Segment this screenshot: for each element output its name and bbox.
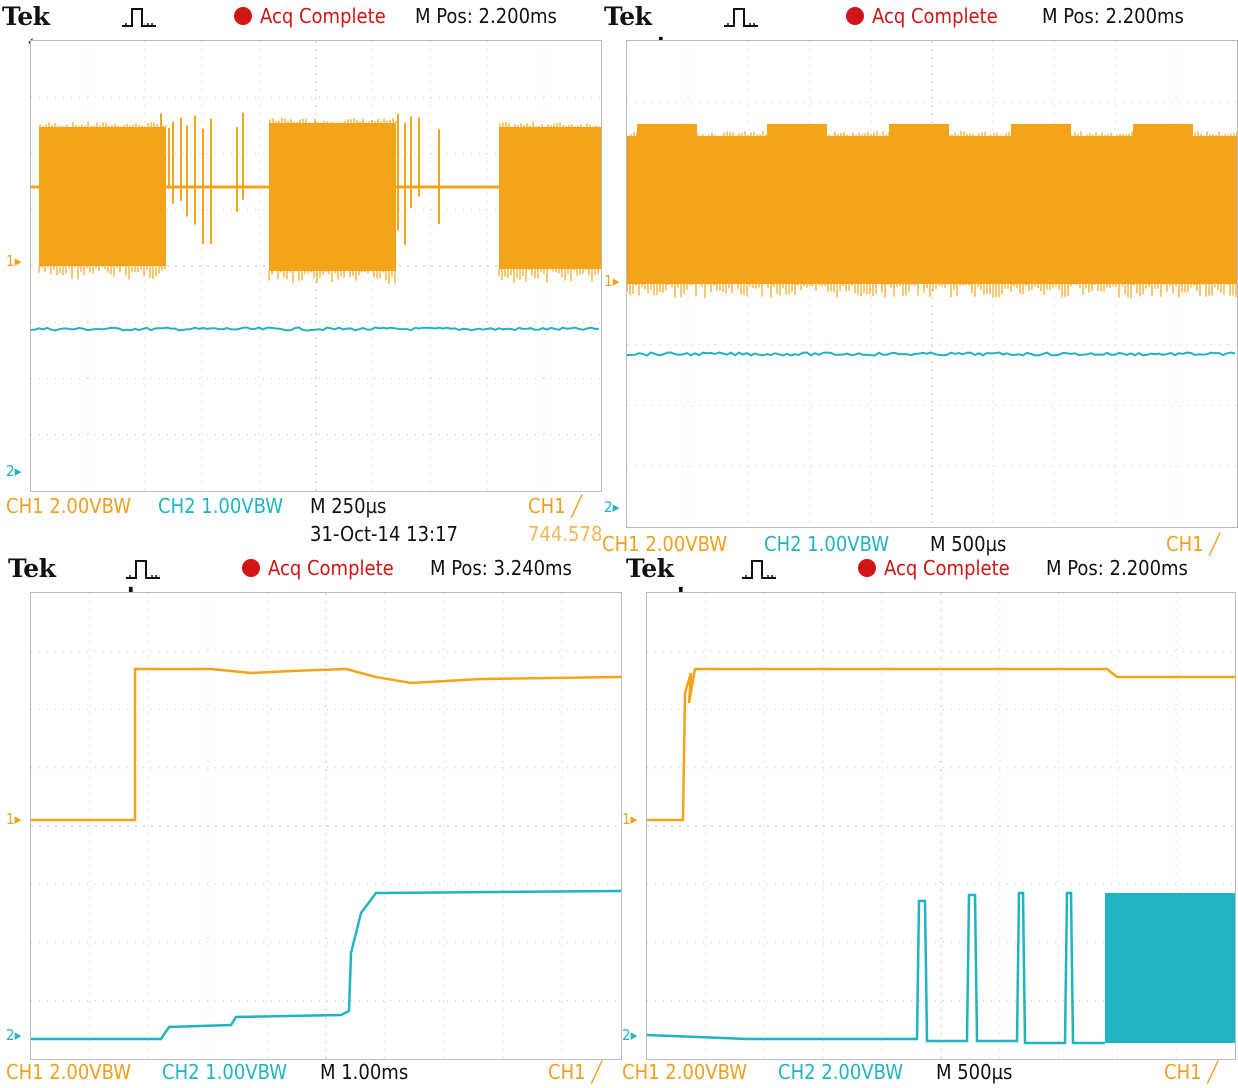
tek-logo: Tek — [626, 554, 674, 583]
ch2-trace — [627, 351, 1236, 357]
acq-dot-icon — [242, 559, 260, 577]
ch1-burst-spikes — [38, 122, 167, 280]
ch2-trace — [647, 891, 1105, 1045]
ch2-scale-wrap: CH2 1.00VBW — [162, 1060, 287, 1084]
ch1-burst-top — [1011, 124, 1071, 138]
scope-panel-top-right: Tek Acq Complete M Pos: 2.200ms ⬇ 1▸ 2▸ … — [600, 0, 1238, 560]
ch1-burst — [269, 123, 396, 271]
trigger-wrap: CH1 ╱ — [1166, 532, 1220, 556]
tek-logo: Tek — [604, 2, 652, 31]
ch1-burst-top — [637, 124, 697, 138]
freq-wrap: 744.578 — [528, 522, 602, 546]
acq-status: Acq Complete — [234, 4, 386, 28]
ch1-ground-marker: 1▸ — [604, 272, 620, 290]
acq-status: Acq Complete — [846, 4, 998, 28]
ch2-scale-wrap: CH2 1.00VBW — [764, 532, 889, 556]
timebase: M 500µs — [930, 532, 1007, 556]
timebase-wrap: M 500µs — [930, 532, 1006, 556]
scope-panel-bottom-left: Tek Acq Complete M Pos: 3.240ms ⬇ 1▸ 2▸ … — [0, 552, 622, 1088]
m-pos: M Pos: 2.200ms — [1046, 556, 1188, 580]
ch1-scale: CH1 2.00VBW — [6, 494, 132, 518]
ch1-scale-wrap: CH1 2.00VBW — [6, 1060, 131, 1084]
ch1-burst-spikes — [268, 118, 397, 284]
scope-grid — [626, 40, 1238, 528]
ch2-ground-marker: 2▸ — [6, 462, 22, 480]
trigger-frequency: 744.578 — [528, 522, 603, 546]
pulse-trigger-icon — [126, 560, 160, 579]
ch1-burst-top — [767, 124, 827, 138]
ch2-scale: CH2 1.00VBW — [162, 1060, 288, 1084]
scope-grid — [30, 592, 622, 1060]
datetime: 31-Oct-14 13:17 — [310, 522, 458, 546]
acq-status: Acq Complete — [858, 556, 1010, 580]
trigger-wrap: CH1 ╱ — [1164, 1060, 1218, 1084]
ch1-burst — [39, 127, 166, 266]
timebase-wrap: M 500µs — [936, 1060, 1012, 1084]
ch1-trace — [647, 667, 1235, 822]
timebase: M 250µs — [310, 494, 387, 518]
trigger-wrap: CH1 ╱ — [528, 494, 582, 518]
ch1-trace — [31, 667, 621, 822]
ch2-scale: CH2 2.00VBW — [778, 1060, 904, 1084]
trigger-source: CH1 ╱ — [548, 1060, 603, 1084]
scope-header: Tek Acq Complete M Pos: 2.200ms — [620, 552, 1238, 586]
waveform-display — [647, 593, 1235, 1059]
ch2-scale: CH2 1.00VBW — [158, 494, 284, 518]
timebase-wrap: M 1.00ms — [320, 1060, 408, 1084]
m-pos: M Pos: 2.200ms — [1042, 4, 1184, 28]
pulse-trigger-icon — [724, 8, 758, 27]
acq-status: Acq Complete — [242, 556, 394, 580]
acq-dot-icon — [858, 559, 876, 577]
acq-dot-icon — [846, 7, 864, 25]
tek-logo: Tek — [2, 2, 50, 31]
ch1-scale: CH1 2.00VBW — [602, 532, 728, 556]
trigger-source: CH1 ╱ — [528, 494, 583, 518]
tek-logo: Tek — [8, 554, 56, 583]
ch1-scale: CH1 2.00VBW — [6, 1060, 132, 1084]
ch2-scale-wrap: CH2 1.00VBW — [158, 494, 283, 518]
ch2-scale-wrap: CH2 2.00VBW — [778, 1060, 903, 1084]
ch2-trace — [31, 326, 600, 332]
ch2-trace — [31, 889, 621, 1041]
ch2-ground-marker: 2▸ — [604, 498, 620, 516]
timebase: M 500µs — [936, 1060, 1013, 1084]
scope-footer: CH1 2.00VBW — [6, 494, 131, 518]
scope-panel-top-left: Tek Acq Complete M Pos: 2.200ms ⬅ 1▸ 2▸ … — [0, 0, 602, 548]
waveform-display — [31, 41, 601, 491]
waveform-display — [627, 41, 1237, 527]
trigger-source: CH1 ╱ — [1164, 1060, 1219, 1084]
timebase-wrap: M 250µs — [310, 494, 386, 518]
ch1-scale: CH1 2.00VBW — [622, 1060, 748, 1084]
ch1-scale-wrap: CH1 2.00VBW — [602, 532, 727, 556]
scope-grid — [30, 40, 602, 492]
ch2-ground-marker: 2▸ — [6, 1026, 22, 1044]
scope-header: Tek Acq Complete M Pos: 3.240ms — [0, 552, 620, 586]
pulse-trigger-icon — [122, 8, 156, 27]
ch1-burst — [499, 127, 601, 269]
date-wrap: 31-Oct-14 13:17 — [310, 522, 458, 546]
ch1-burst — [627, 136, 1237, 284]
m-pos: M Pos: 2.200ms — [415, 4, 557, 28]
trigger-wrap: CH1 ╱ — [548, 1060, 602, 1084]
scope-header: Tek Acq Complete M Pos: 2.200ms — [0, 0, 600, 34]
m-pos: M Pos: 3.240ms — [430, 556, 572, 580]
scope-panel-bottom-right: Tek Acq Complete M Pos: 2.200ms ⬇ 1▸ 2▸ … — [620, 552, 1238, 1088]
ch1-burst-top — [889, 124, 949, 138]
ch2-ground-marker: 2▸ — [622, 1026, 638, 1044]
ch2-scale: CH2 1.00VBW — [764, 532, 890, 556]
scope-header: Tek Acq Complete M Pos: 2.200ms — [600, 0, 1238, 34]
trigger-source: CH1 ╱ — [1166, 532, 1221, 556]
ch1-ground-marker: 1▸ — [622, 810, 638, 828]
waveform-display — [31, 593, 621, 1059]
ch2-burst — [1105, 893, 1235, 1043]
acq-dot-icon — [234, 7, 252, 25]
ch1-ground-marker: 1▸ — [6, 810, 22, 828]
timebase: M 1.00ms — [320, 1060, 409, 1084]
scope-grid — [646, 592, 1236, 1060]
ch1-burst-spikes — [498, 122, 600, 283]
pulse-trigger-icon — [742, 560, 776, 579]
ch1-ground-marker: 1▸ — [6, 252, 22, 270]
ch1-scale-wrap: CH1 2.00VBW — [622, 1060, 747, 1084]
ch1-burst-top — [1133, 124, 1193, 138]
